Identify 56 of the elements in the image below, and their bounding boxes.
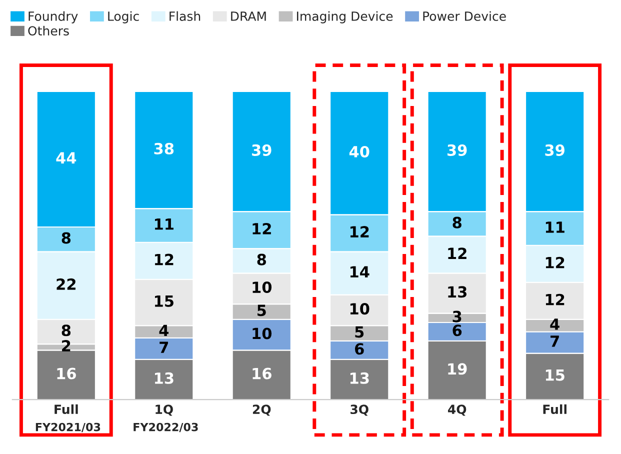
data-label: 8	[257, 254, 266, 266]
data-label: 19	[448, 363, 467, 375]
legend-label: Others	[28, 26, 69, 36]
data-label: 12	[350, 226, 369, 238]
data-label: 5	[355, 326, 364, 338]
data-label: 12	[448, 248, 466, 259]
x-tick-label: Full	[54, 404, 78, 414]
data-label: 6	[452, 324, 462, 336]
x-tick-label: 3Q	[350, 404, 368, 416]
x-tick-label: 2Q	[252, 404, 271, 416]
data-label: 11	[546, 222, 564, 233]
data-label: 6	[355, 343, 364, 355]
data-label: 10	[350, 303, 370, 315]
data-label: 4	[159, 324, 169, 336]
data-label: 4	[550, 318, 560, 330]
data-label: 12	[252, 222, 271, 234]
data-label: 16	[57, 368, 76, 380]
data-label: 3	[452, 310, 462, 322]
data-label: 7	[160, 342, 168, 353]
data-label: 10	[252, 328, 272, 340]
data-label: 7	[550, 336, 559, 347]
data-label: 8	[62, 232, 71, 244]
data-label: 38	[154, 142, 174, 154]
data-label: 16	[252, 368, 272, 380]
data-label: 12	[546, 256, 564, 268]
data-label: 13	[448, 286, 467, 298]
data-label: 15	[154, 296, 174, 307]
legend-label: Foundry	[28, 11, 78, 24]
data-label: 8	[62, 324, 71, 336]
x-tick-label: 1Q	[156, 404, 173, 416]
data-label: 8	[452, 216, 462, 228]
x-tick-label: 4Q	[448, 404, 466, 416]
data-label: 13	[154, 372, 174, 384]
data-label: 11	[154, 218, 174, 230]
data-label: 14	[350, 266, 370, 278]
data-label: 22	[56, 278, 76, 290]
data-label: 5	[258, 304, 266, 316]
data-label: 39	[252, 144, 272, 156]
data-label: 40	[349, 146, 370, 158]
legend-label: Flash	[170, 11, 200, 21]
text: FY2022/03	[134, 422, 198, 432]
legend-label: Imaging Device	[297, 11, 393, 24]
data-label: 39	[545, 144, 564, 156]
data-label: 2	[62, 340, 70, 352]
legend-label: DRAM	[231, 12, 266, 21]
x-tick-label: Full	[543, 404, 566, 414]
data-label: 13	[350, 372, 369, 384]
legend-label: Power Device	[423, 11, 506, 21]
legend-label: Logic	[108, 11, 139, 24]
text: FY2021/03	[36, 422, 100, 432]
data-label: 44	[56, 152, 76, 164]
data-label: 12	[154, 254, 174, 266]
data-label: 12	[546, 294, 564, 306]
data-label: 15	[546, 369, 564, 381]
data-label: 39	[447, 144, 467, 156]
data-label: 10	[252, 281, 272, 294]
